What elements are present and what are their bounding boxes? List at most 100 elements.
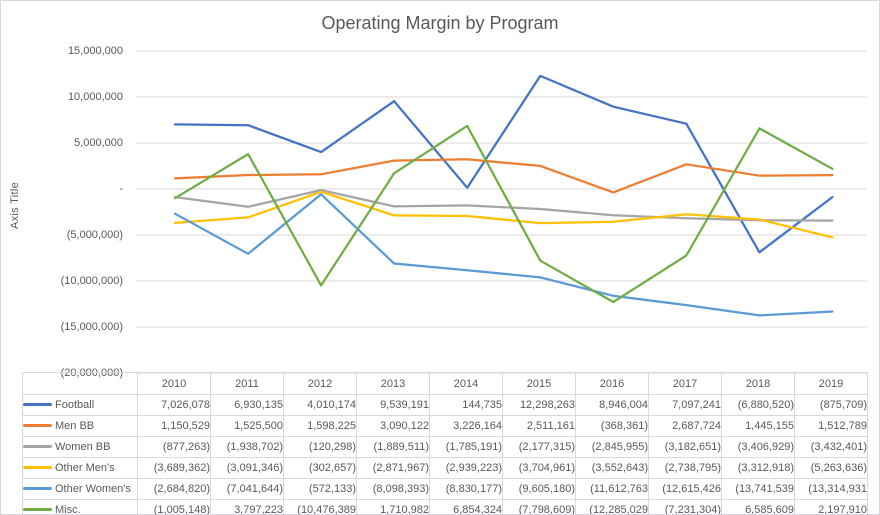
table-cell: (120,298) xyxy=(283,436,357,458)
series-line-women-bb xyxy=(173,188,834,222)
table-cell: 144,735 xyxy=(429,394,503,416)
table-cell: 1,445,155 xyxy=(721,415,795,437)
year-header: 2016 xyxy=(575,372,649,395)
table-cell: (2,177,315) xyxy=(502,436,576,458)
table-corner-cell xyxy=(22,372,138,395)
series-line-misc xyxy=(173,124,834,304)
legend-label: Football xyxy=(55,399,95,411)
legend-item-other-men-s: Other Men's xyxy=(22,457,138,479)
y-axis-tick-label: 5,000,000 xyxy=(74,137,123,149)
table-cell: 6,585,609 xyxy=(721,499,795,514)
table-cell: (13,741,539 xyxy=(721,478,795,500)
table-cell: 7,026,078 xyxy=(137,394,211,416)
table-cell: (2,845,955) xyxy=(575,436,649,458)
table-cell: 3,090,122 xyxy=(356,415,430,437)
y-axis-tick-label: (5,000,000) xyxy=(66,229,123,241)
year-header: 2010 xyxy=(137,372,211,395)
table-cell: (368,361) xyxy=(575,415,649,437)
y-axis-tick-label: (10,000,000) xyxy=(60,275,123,287)
legend-key-women-bb-icon xyxy=(23,444,52,448)
table-cell: (11,612,763 xyxy=(575,478,649,500)
table-cell: 1,710,982 xyxy=(356,499,430,514)
table-cell: (7,231,304) xyxy=(648,499,722,514)
table-cell: 4,010,174 xyxy=(283,394,357,416)
legend-item-misc: Misc. xyxy=(22,499,138,514)
legend-label: Other Men's xyxy=(55,462,115,474)
table-cell: (3,091,346) xyxy=(210,457,284,479)
table-cell: 9,539,191 xyxy=(356,394,430,416)
table-cell: (1,938,702) xyxy=(210,436,284,458)
legend-key-misc-icon xyxy=(23,507,52,511)
data-table: 2010 2011 2012 2013 2014 2015 2016 2017 2018 2019… xyxy=(22,372,868,514)
table-cell: 6,854,324 xyxy=(429,499,503,514)
table-cell: 2,511,161 xyxy=(502,415,576,437)
year-header: 2013 xyxy=(356,372,430,395)
table-cell: 3,797,223 xyxy=(210,499,284,514)
table-cell: (6,880,520) xyxy=(721,394,795,416)
table-cell: (2,939,223) xyxy=(429,457,503,479)
y-axis-labels: 15,000,000 10,000,000 5,000,000 - (5,000,000… xyxy=(1,1,123,381)
table-cell: (1,785,191) xyxy=(429,436,503,458)
table-cell: (12,285,029 xyxy=(575,499,649,514)
y-axis-tick-label: - xyxy=(119,183,123,195)
table-cell: 2,197,910 xyxy=(794,499,868,514)
table-cell: (5,263,636) xyxy=(794,457,868,479)
table-row: Women BB (877,263) (1,938,702) (120,298) (1,… xyxy=(22,436,868,458)
year-header: 2015 xyxy=(502,372,576,395)
table-cell: (2,738,795) xyxy=(648,457,722,479)
table-cell: (8,830,177) xyxy=(429,478,503,500)
plot-area xyxy=(136,50,867,374)
table-cell: 1,512,789 xyxy=(794,415,868,437)
year-header: 2017 xyxy=(648,372,722,395)
table-cell: 12,298,263 xyxy=(502,394,576,416)
table-cell: (3,312,918) xyxy=(721,457,795,479)
table-cell: (2,684,820) xyxy=(137,478,211,500)
y-axis-tick-label: (15,000,000) xyxy=(60,321,123,333)
table-cell: 7,097,241 xyxy=(648,394,722,416)
table-cell: (875,709) xyxy=(794,394,868,416)
series-line-other-women-s xyxy=(173,193,834,317)
table-cell: (9,605,180) xyxy=(502,478,576,500)
table-cell: (10,476,389 xyxy=(283,499,357,514)
table-cell: 8,946,004 xyxy=(575,394,649,416)
legend-key-other-men-s-icon xyxy=(23,465,52,469)
table-cell: (8,098,393) xyxy=(356,478,430,500)
y-axis-tick-label: 15,000,000 xyxy=(67,45,123,57)
legend-key-other-women-s-icon xyxy=(23,486,52,490)
legend-item-football: Football xyxy=(22,394,138,416)
table-cell: 1,150,529 xyxy=(137,415,211,437)
table-header-row: 2010 2011 2012 2013 2014 2015 2016 2017 2018 2019 xyxy=(22,372,868,395)
table-cell: (13,314,931 xyxy=(794,478,868,500)
chart-title: Operating Margin by Program xyxy=(321,13,559,33)
year-header: 2011 xyxy=(210,372,284,395)
legend-key-football-icon xyxy=(23,402,52,406)
table-cell: (877,263) xyxy=(137,436,211,458)
table-cell: (7,041,644) xyxy=(210,478,284,500)
table-cell: (3,182,651) xyxy=(648,436,722,458)
table-cell: (3,406,929) xyxy=(721,436,795,458)
series-line-other-men-s xyxy=(173,190,834,239)
table-cell: (3,552,643) xyxy=(575,457,649,479)
table-row: Men BB 1,150,529 1,525,500 1,598,225 3,090,1… xyxy=(22,415,868,437)
legend-key-men-bb-icon xyxy=(23,423,52,427)
table-row: Misc. (1,005,148) 3,797,223 (10,476,389 1,71… xyxy=(22,499,868,514)
table-cell: (3,704,961) xyxy=(502,457,576,479)
table-cell: (302,657) xyxy=(283,457,357,479)
table-row: Other Men's (3,689,362) (3,091,346) (302,65… xyxy=(22,457,868,479)
year-header: 2012 xyxy=(283,372,357,395)
table-cell: 2,687,724 xyxy=(648,415,722,437)
legend-label: Women BB xyxy=(55,441,111,453)
table-cell: 6,930,135 xyxy=(210,394,284,416)
table-cell: (7,798,609) xyxy=(502,499,576,514)
table-cell: (572,133) xyxy=(283,478,357,500)
table-cell: (12,615,426 xyxy=(648,478,722,500)
table-cell: (3,432,401) xyxy=(794,436,868,458)
table-cell: (2,871,967) xyxy=(356,457,430,479)
series-line-football xyxy=(173,74,834,254)
legend-label: Other Women's xyxy=(55,483,131,495)
legend-item-women-bb: Women BB xyxy=(22,436,138,458)
year-header: 2019 xyxy=(794,372,868,395)
table-cell: (1,889,511) xyxy=(356,436,430,458)
legend-item-men-bb: Men BB xyxy=(22,415,138,437)
